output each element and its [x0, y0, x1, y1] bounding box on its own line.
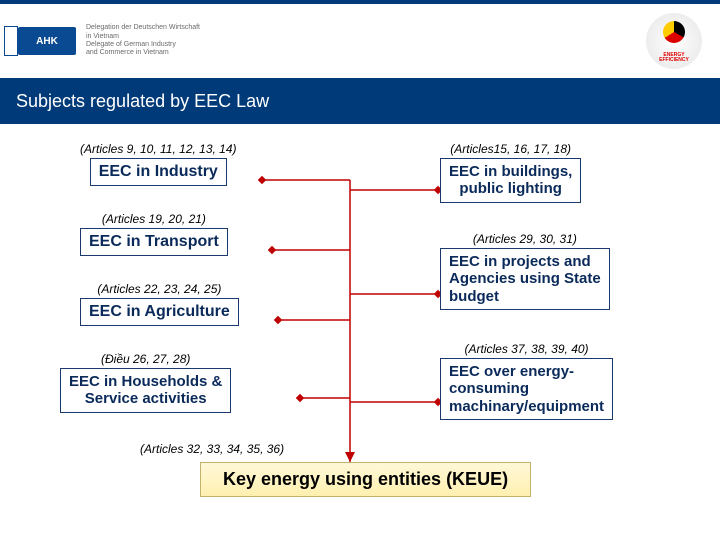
page-title: Subjects regulated by EEC Law: [16, 91, 269, 112]
node-agriculture: (Articles 22, 23, 24, 25) EEC in Agricul…: [80, 282, 239, 326]
box-equipment: EEC over energy- consuming machinary/equ…: [440, 358, 613, 420]
diagram: (Articles 9, 10, 11, 12, 13, 14) EEC in …: [0, 124, 720, 540]
box-transport: EEC in Transport: [80, 228, 228, 256]
logo-left: AHK Delegation der Deutschen Wirtschaft …: [18, 24, 200, 58]
energy-efficiency-text: ENERGY EFFICIENCY: [659, 53, 689, 63]
node-industry: (Articles 9, 10, 11, 12, 13, 14) EEC in …: [80, 142, 237, 186]
node-households: (Điều 26, 27, 28) EEC in Households & Se…: [60, 352, 231, 413]
header: AHK Delegation der Deutschen Wirtschaft …: [0, 0, 720, 78]
title-bar: Subjects regulated by EEC Law: [0, 78, 720, 124]
articles-transport: (Articles 19, 20, 21): [80, 212, 228, 226]
node-transport: (Articles 19, 20, 21) EEC in Transport: [80, 212, 228, 256]
articles-projects: (Articles 29, 30, 31): [440, 232, 610, 246]
box-keue: Key energy using entities (KEUE): [200, 462, 531, 497]
articles-households: (Điều 26, 27, 28): [60, 352, 231, 366]
box-projects: EEC in projects and Agencies using State…: [440, 248, 610, 310]
box-buildings: EEC in buildings, public lighting: [440, 158, 581, 203]
articles-agriculture: (Articles 22, 23, 24, 25): [80, 282, 239, 296]
energy-efficiency-logo: ENERGY EFFICIENCY: [646, 13, 702, 69]
box-households: EEC in Households & Service activities: [60, 368, 231, 413]
box-industry: EEC in Industry: [90, 158, 227, 186]
articles-equipment: (Articles 37, 38, 39, 40): [440, 342, 613, 356]
node-projects: (Articles 29, 30, 31) EEC in projects an…: [440, 232, 610, 310]
logo-left-text: Delegation der Deutschen Wirtschaft in V…: [86, 24, 200, 58]
articles-industry: (Articles 9, 10, 11, 12, 13, 14): [80, 142, 237, 156]
box-agriculture: EEC in Agriculture: [80, 298, 239, 326]
node-buildings: (Articles15, 16, 17, 18) EEC in building…: [440, 142, 581, 203]
articles-keue: (Articles 32, 33, 34, 35, 36): [140, 442, 284, 456]
articles-buildings: (Articles15, 16, 17, 18): [440, 142, 581, 156]
ahk-logo: AHK: [18, 27, 76, 55]
node-equipment: (Articles 37, 38, 39, 40) EEC over energ…: [440, 342, 613, 420]
